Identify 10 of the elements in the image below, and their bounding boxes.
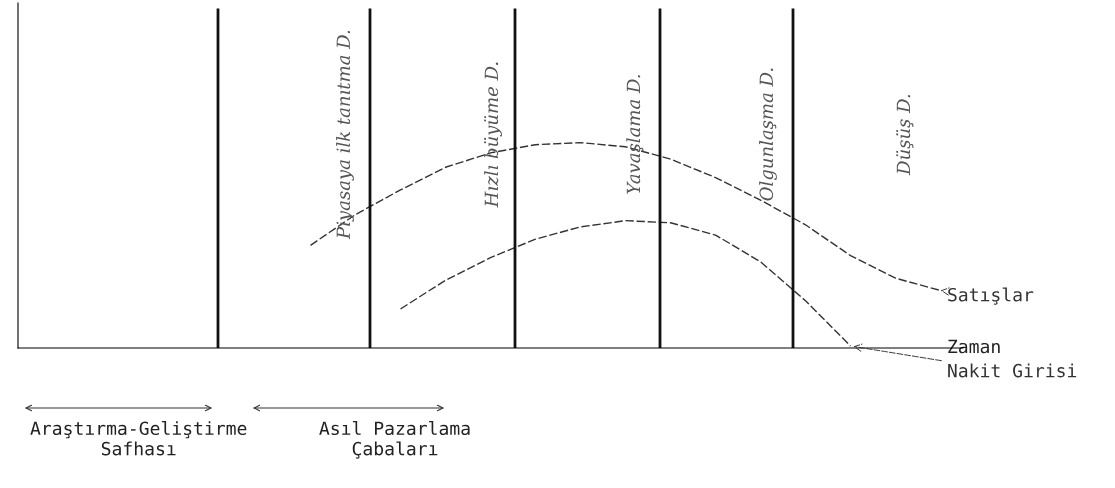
annotation: Piyasaya ilk tanıtma D.	[336, 30, 354, 240]
annotation: Hızlı büyüme D.	[484, 62, 502, 208]
text: Nakit Girisi	[948, 363, 1077, 378]
text: Araştırma-Geliştirme Safhası	[30, 421, 247, 456]
annotation: Olgunlaşma D.	[759, 68, 777, 201]
x-axis-title: Zaman	[948, 339, 1000, 354]
text: Asıl Pazarlama Çabaları	[319, 421, 470, 459]
annotation: Yavaşlama D.	[626, 75, 644, 194]
legend-label: Satışlar	[948, 287, 1034, 305]
annotation: Düşüş D.	[896, 94, 914, 176]
